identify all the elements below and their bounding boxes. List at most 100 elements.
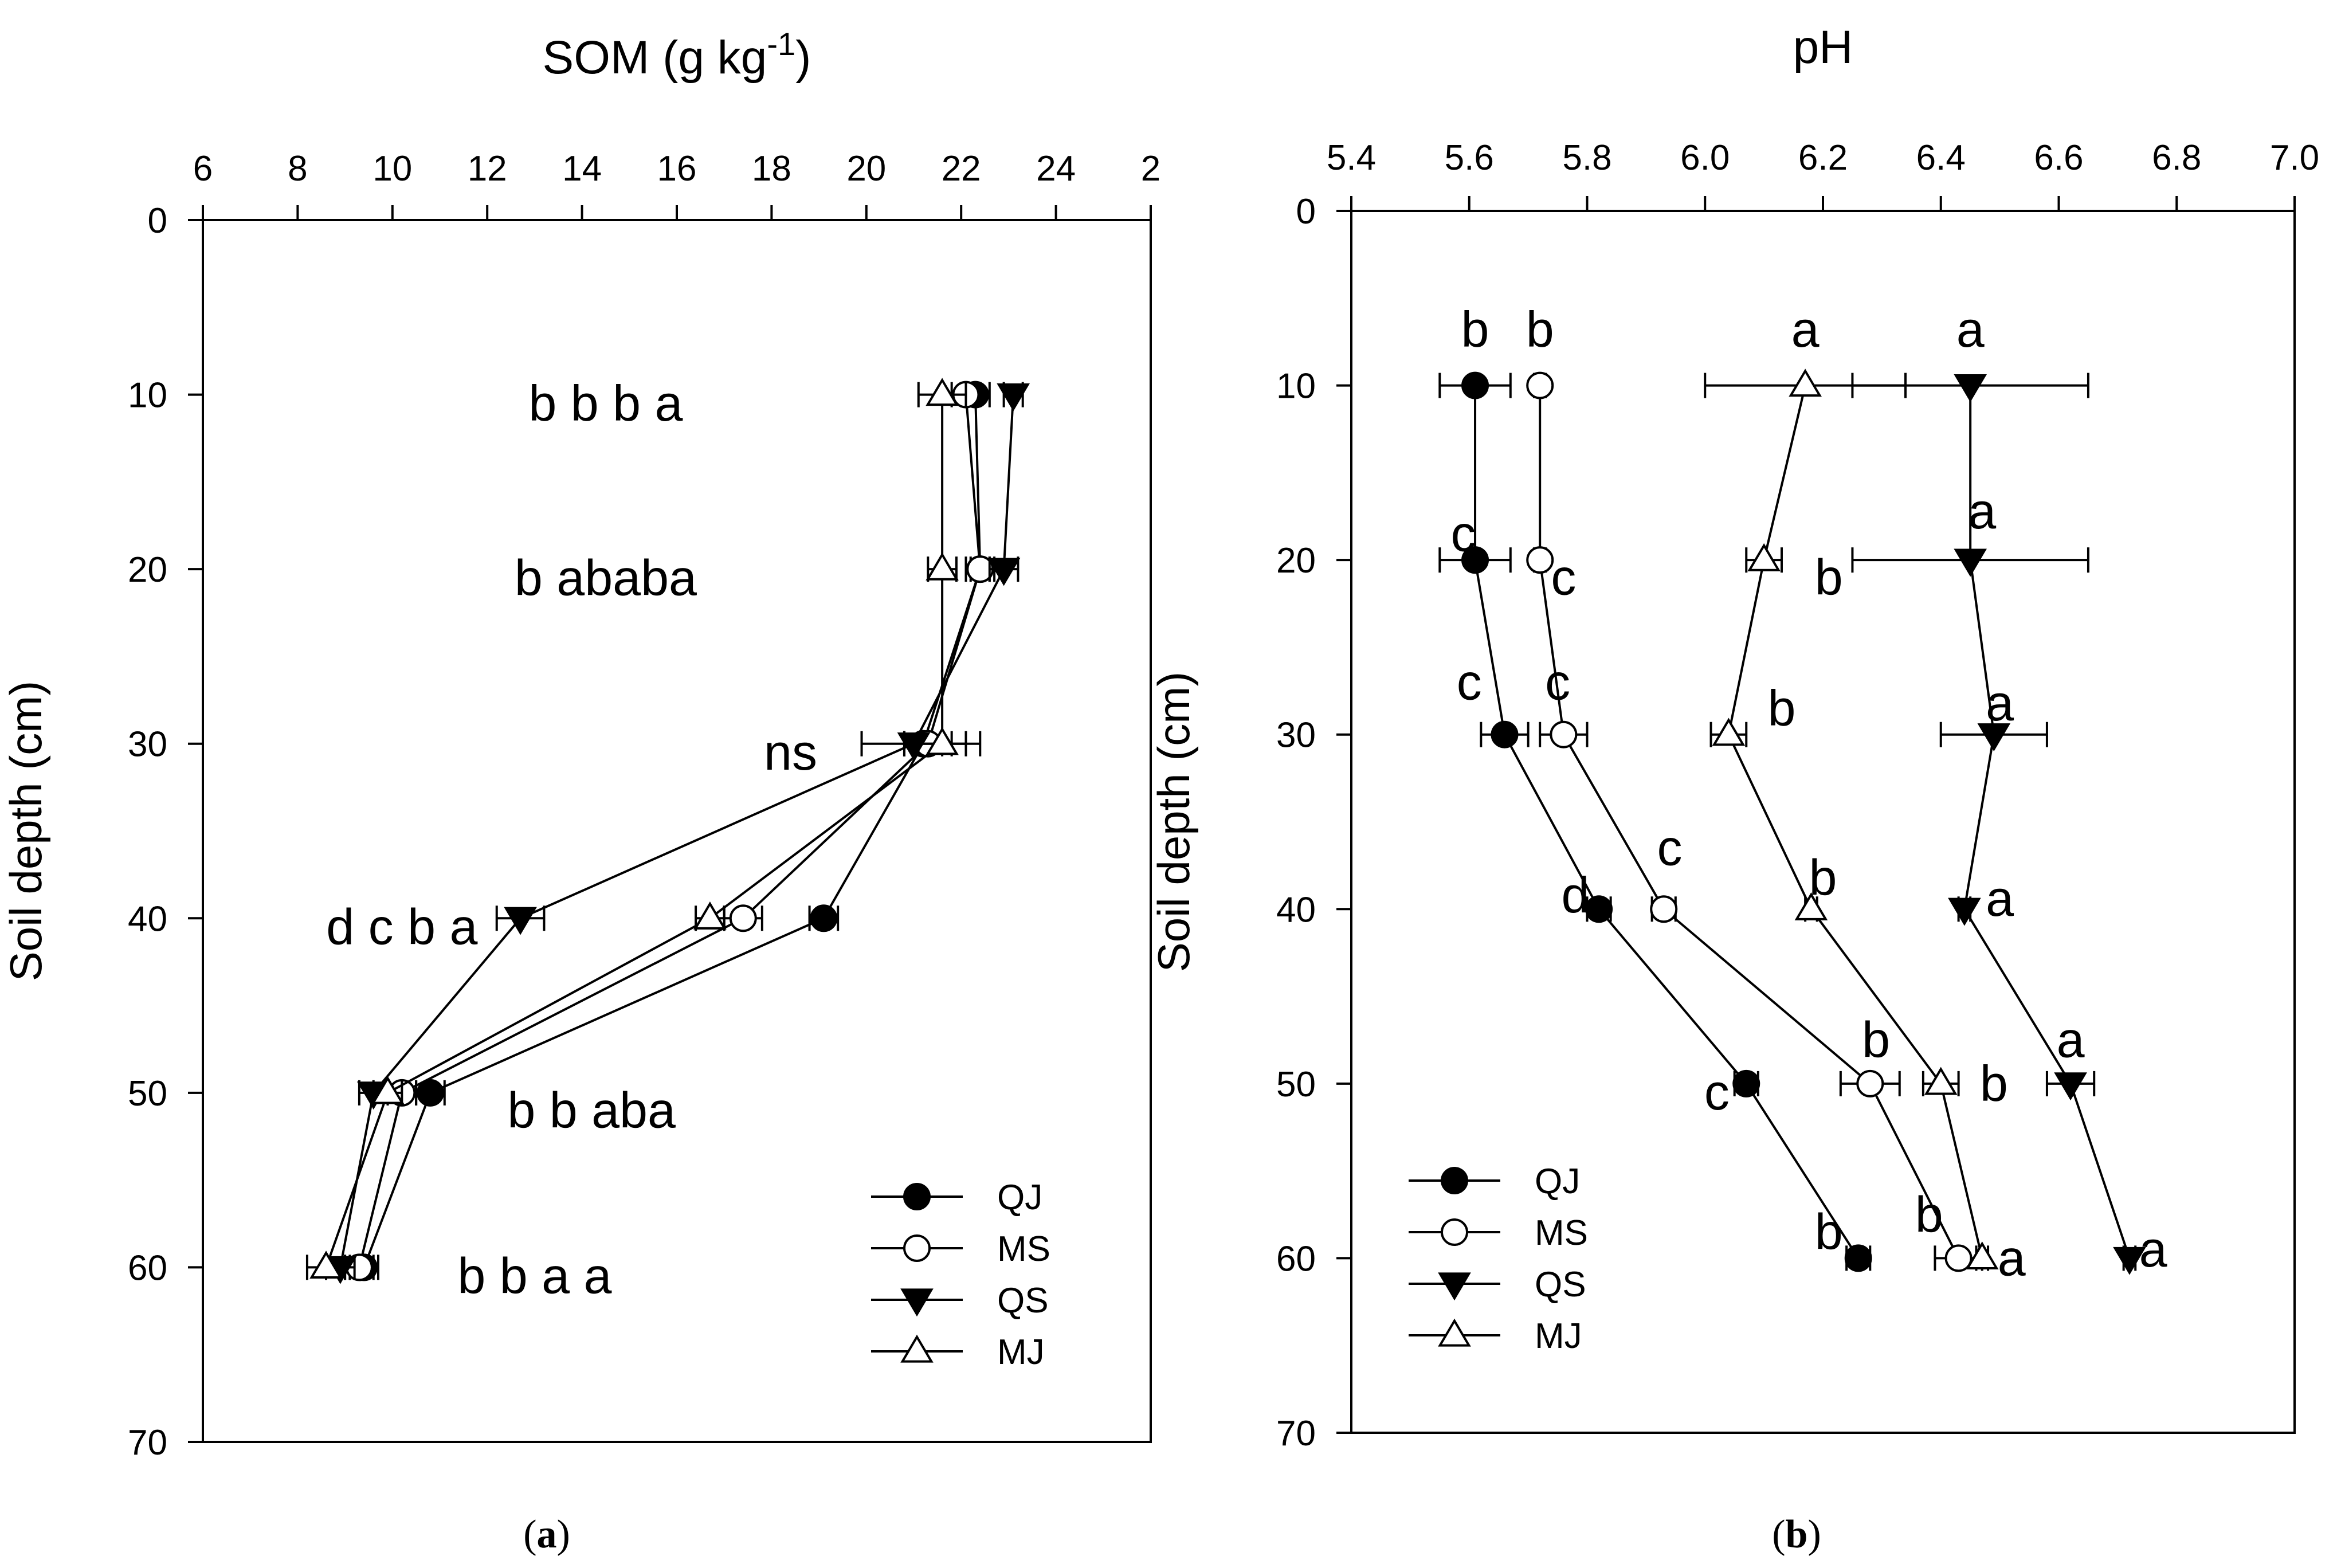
significance-label: b bbox=[1768, 680, 1796, 736]
x-tick-label: 6.0 bbox=[1680, 138, 1730, 178]
panel-caption: (a) bbox=[523, 1512, 570, 1557]
data-point-qs bbox=[504, 907, 537, 935]
significance-label: b bbox=[1461, 301, 1489, 358]
significance-label: ns bbox=[764, 724, 817, 781]
data-point-mj bbox=[926, 552, 959, 581]
x-tick-label: 5.6 bbox=[1445, 138, 1494, 178]
y-tick-label: 70 bbox=[128, 1423, 167, 1463]
y-axis-label: Soil depth (cm) bbox=[1148, 672, 1199, 973]
data-point-qj bbox=[1732, 1069, 1760, 1097]
y-tick-label: 50 bbox=[1276, 1065, 1316, 1104]
significance-label: b b b a bbox=[528, 375, 683, 432]
panel-b-ph-chart: pH 5.4 5.6 5.8 6.0 6.2 6.4 6.6 6.8 7.0 0 10 20 30 40 50… bbox=[1148, 21, 2319, 1557]
legend-marker-ms bbox=[1441, 1218, 1468, 1246]
legend-label-qj: QJ bbox=[997, 1178, 1042, 1217]
legend-marker-qj bbox=[903, 1183, 931, 1210]
significance-label: d bbox=[1561, 867, 1589, 923]
axis-title: SOM (g kg-1) bbox=[543, 26, 811, 84]
panel-caption: (b) bbox=[1772, 1512, 1821, 1557]
x-tick-label: 5.8 bbox=[1562, 138, 1611, 178]
significance-label: b bbox=[1815, 1204, 1843, 1260]
series-line-mj bbox=[325, 394, 944, 1268]
data-point-mj bbox=[1712, 718, 1746, 746]
data-point-qj bbox=[1461, 371, 1489, 399]
data-point-ms bbox=[729, 904, 757, 932]
data-point-ms bbox=[1856, 1069, 1884, 1097]
x-tick-label: 7.0 bbox=[2270, 138, 2319, 178]
y-tick-label: 60 bbox=[1276, 1239, 1316, 1279]
x-tick-label: 10 bbox=[372, 149, 412, 189]
legend-label-ms: MS bbox=[997, 1229, 1050, 1269]
x-tick-label: 6.8 bbox=[2152, 138, 2201, 178]
significance-label: a bbox=[2139, 1221, 2167, 1277]
data-point-qj bbox=[1585, 895, 1613, 923]
legend-label-mj: MJ bbox=[1535, 1316, 1582, 1356]
significance-label: b bbox=[1862, 1012, 1890, 1068]
significance-label: b bbox=[1815, 549, 1843, 606]
y-tick-label: 0 bbox=[148, 201, 167, 241]
data-point-qs bbox=[987, 558, 1021, 586]
data-point-mj bbox=[926, 378, 959, 406]
legend-label-ms: MS bbox=[1535, 1213, 1588, 1253]
series-line-ms bbox=[1539, 385, 1960, 1259]
series-line-mj bbox=[1727, 385, 1983, 1259]
significance-label: c bbox=[1551, 549, 1576, 606]
significance-label: a bbox=[1998, 1229, 2026, 1286]
significance-label: b ababa bbox=[515, 549, 697, 606]
data-point-qj bbox=[1491, 720, 1519, 748]
legend-marker-qj bbox=[1441, 1167, 1468, 1194]
data-point-mj bbox=[1789, 369, 1822, 397]
data-point-qs bbox=[897, 732, 931, 761]
data-point-ms bbox=[1650, 895, 1678, 923]
x-tick-label: 16 bbox=[657, 149, 697, 189]
y-tick-label: 30 bbox=[128, 725, 167, 765]
significance-label: a bbox=[1956, 301, 1985, 358]
series-line-ms bbox=[358, 394, 982, 1268]
legend-marker-ms bbox=[903, 1234, 931, 1262]
legend: QJ MS QS MJ bbox=[1409, 1162, 1588, 1356]
y-tick-label: 40 bbox=[1276, 890, 1316, 930]
series-line-qs bbox=[1963, 385, 2131, 1259]
significance-label: b b aba bbox=[507, 1081, 676, 1138]
y-tick-label: 30 bbox=[1276, 716, 1316, 755]
significance-label: c bbox=[1657, 820, 1683, 876]
data-point-qs bbox=[997, 383, 1030, 411]
data-point-qj bbox=[1844, 1244, 1872, 1272]
significance-label: d c b a bbox=[326, 899, 477, 955]
significance-label: a bbox=[1986, 675, 2014, 731]
series-line-qj bbox=[363, 394, 982, 1268]
significance-label: b bbox=[1526, 301, 1554, 358]
legend-label-mj: MJ bbox=[997, 1332, 1045, 1372]
x-tick-label: 6.6 bbox=[2034, 138, 2083, 178]
significance-label: c bbox=[1457, 653, 1482, 710]
data-point-qs bbox=[1948, 897, 1981, 926]
legend-label-qs: QS bbox=[1535, 1265, 1586, 1304]
legend-marker-mj bbox=[900, 1334, 934, 1363]
significance-label: b b a a bbox=[457, 1248, 611, 1304]
axis-title: pH bbox=[1793, 21, 1853, 73]
data-point-mj bbox=[309, 1251, 343, 1279]
data-point-qj bbox=[416, 1079, 444, 1107]
data-point-mj bbox=[1965, 1241, 1999, 1270]
y-tick-label: 20 bbox=[1276, 541, 1316, 581]
x-tick-label: 20 bbox=[846, 149, 886, 189]
x-tick-label: 8 bbox=[288, 149, 307, 189]
x-tick-label: 18 bbox=[752, 149, 791, 189]
data-point-qs bbox=[1954, 374, 1987, 402]
x-tick-label: 22 bbox=[942, 149, 981, 189]
data-point-ms bbox=[1526, 371, 1554, 399]
x-tick-label: 6.4 bbox=[1916, 138, 1966, 178]
data-point-qj bbox=[1461, 546, 1489, 574]
y-axis-label: Soil depth (cm) bbox=[1, 681, 51, 982]
data-point-qs bbox=[1977, 723, 2011, 751]
significance-label: c bbox=[1450, 505, 1476, 562]
y-tick-label: 10 bbox=[1276, 367, 1316, 406]
legend-marker-qs bbox=[1438, 1272, 1471, 1301]
x-tick-label: 6.2 bbox=[1798, 138, 1848, 178]
significance-label: b bbox=[1915, 1186, 1943, 1242]
data-point-qj bbox=[810, 904, 838, 932]
data-point-mj bbox=[926, 727, 959, 755]
significance-label: b bbox=[1809, 849, 1837, 905]
series-line-qs bbox=[339, 394, 1015, 1268]
